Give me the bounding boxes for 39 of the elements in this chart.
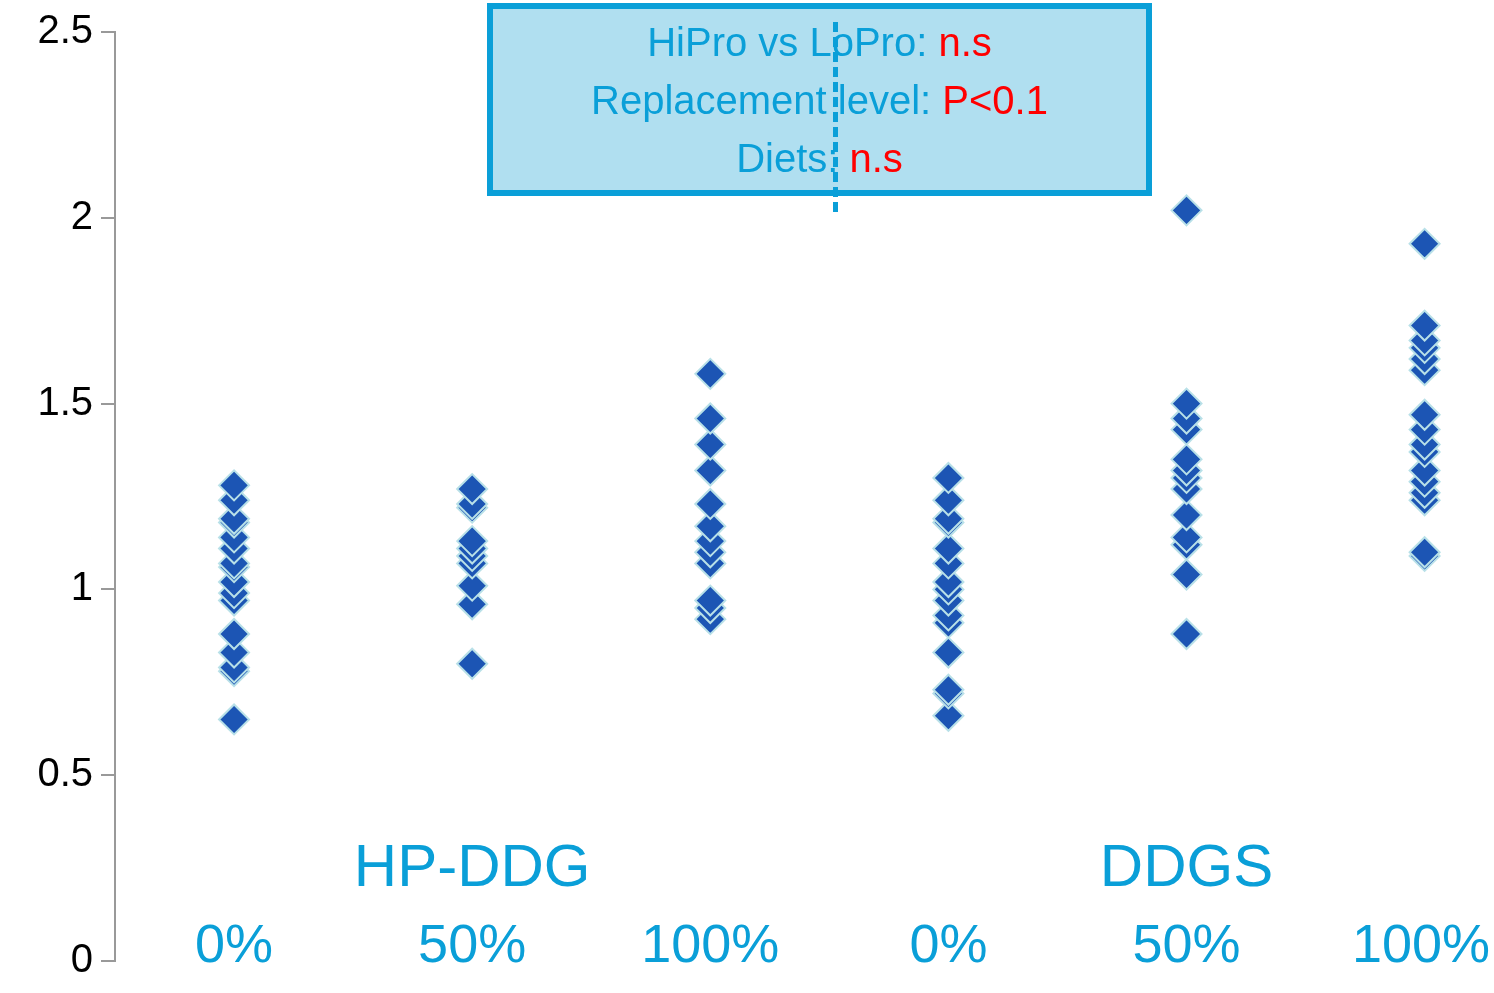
x-tick-label: 50% (1132, 912, 1241, 973)
point (932, 636, 965, 669)
point (1170, 194, 1203, 227)
point (1170, 617, 1203, 650)
point (1408, 227, 1441, 260)
x-tick-label: 100% (1351, 912, 1491, 973)
point (1170, 558, 1203, 591)
annotation: DDGS (1099, 831, 1274, 899)
y-tick-label: 1.5 (37, 378, 93, 423)
annotation: HP-DDG (353, 831, 591, 899)
point (694, 584, 727, 617)
point (218, 469, 251, 502)
point (1408, 398, 1441, 431)
y-tick-label: 2 (70, 192, 93, 237)
point (1408, 309, 1441, 342)
annotation: Diets: n.s (736, 135, 903, 180)
point (1170, 499, 1203, 532)
x-tick-label: 0% (909, 912, 988, 973)
point (456, 647, 489, 680)
x-tick-label: 100% (641, 912, 780, 973)
x-tick-label: 50% (418, 912, 527, 973)
y-tick-label: 2.5 (37, 7, 93, 52)
point (1170, 387, 1203, 420)
point (218, 617, 251, 650)
annotation: Replacement level: P<0.1 (591, 77, 1048, 122)
point (1170, 443, 1203, 476)
annotation: HiPro vs LoPro: n.s (647, 19, 992, 64)
point (218, 703, 251, 736)
x-tick-label: 0% (195, 912, 274, 973)
note-box: HiPro vs LoPro: n.s Replacement level: P<0.1 Diets: n.s (487, 3, 1152, 196)
y-tick-label: 0 (70, 936, 93, 981)
point (694, 402, 727, 435)
point (456, 525, 489, 558)
y-tick-label: 0.5 (37, 750, 93, 795)
point (694, 487, 727, 520)
y-tick-label: 1 (70, 564, 93, 609)
point (932, 461, 965, 494)
point (456, 473, 489, 506)
point (694, 357, 727, 390)
